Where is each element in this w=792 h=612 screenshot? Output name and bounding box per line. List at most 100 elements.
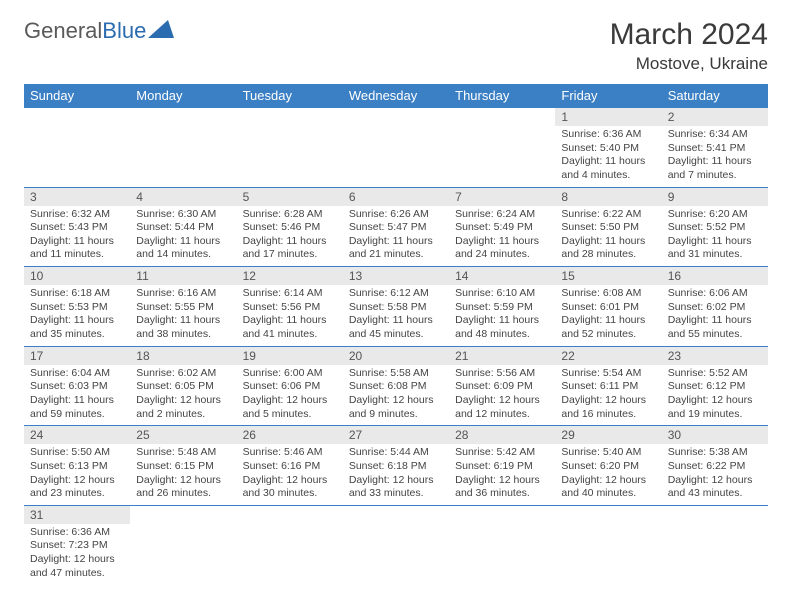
location: Mostove, Ukraine [610,54,768,74]
day-number: 26 [237,426,343,444]
calendar-cell: 15Sunrise: 6:08 AMSunset: 6:01 PMDayligh… [555,267,661,347]
day-number: 31 [24,506,130,524]
day-details: Sunrise: 5:52 AMSunset: 6:12 PMDaylight:… [662,365,768,426]
calendar-cell [24,108,130,188]
calendar-row: 24Sunrise: 5:50 AMSunset: 6:13 PMDayligh… [24,426,768,506]
calendar-cell: 31Sunrise: 6:36 AMSunset: 7:23 PMDayligh… [24,505,130,584]
calendar-cell: 29Sunrise: 5:40 AMSunset: 6:20 PMDayligh… [555,426,661,506]
day-number: 16 [662,267,768,285]
calendar-row: 1Sunrise: 6:36 AMSunset: 5:40 PMDaylight… [24,108,768,188]
day-number: 10 [24,267,130,285]
day-details: Sunrise: 6:26 AMSunset: 5:47 PMDaylight:… [343,206,449,267]
day-number: 30 [662,426,768,444]
day-number: 14 [449,267,555,285]
day-details: Sunrise: 5:42 AMSunset: 6:19 PMDaylight:… [449,444,555,505]
day-details: Sunrise: 6:02 AMSunset: 6:05 PMDaylight:… [130,365,236,426]
day-number: 18 [130,347,236,365]
calendar-cell: 20Sunrise: 5:58 AMSunset: 6:08 PMDayligh… [343,346,449,426]
calendar-cell: 19Sunrise: 6:00 AMSunset: 6:06 PMDayligh… [237,346,343,426]
calendar-cell: 30Sunrise: 5:38 AMSunset: 6:22 PMDayligh… [662,426,768,506]
calendar-cell: 14Sunrise: 6:10 AMSunset: 5:59 PMDayligh… [449,267,555,347]
day-details: Sunrise: 6:36 AMSunset: 7:23 PMDaylight:… [24,524,130,585]
month-title: March 2024 [610,18,768,52]
day-number: 24 [24,426,130,444]
day-details: Sunrise: 5:56 AMSunset: 6:09 PMDaylight:… [449,365,555,426]
day-header: Saturday [662,84,768,108]
calendar-cell: 18Sunrise: 6:02 AMSunset: 6:05 PMDayligh… [130,346,236,426]
calendar-cell [343,108,449,188]
day-number: 9 [662,188,768,206]
day-number: 29 [555,426,661,444]
day-number: 8 [555,188,661,206]
calendar-cell: 6Sunrise: 6:26 AMSunset: 5:47 PMDaylight… [343,187,449,267]
calendar-cell [449,108,555,188]
calendar-cell [130,505,236,584]
logo-text-2: Blue [102,18,146,44]
day-details: Sunrise: 5:44 AMSunset: 6:18 PMDaylight:… [343,444,449,505]
day-header-row: Sunday Monday Tuesday Wednesday Thursday… [24,84,768,108]
day-details: Sunrise: 6:30 AMSunset: 5:44 PMDaylight:… [130,206,236,267]
day-number: 7 [449,188,555,206]
logo-text-1: General [24,18,102,44]
day-header: Friday [555,84,661,108]
calendar-row: 10Sunrise: 6:18 AMSunset: 5:53 PMDayligh… [24,267,768,347]
day-details: Sunrise: 5:40 AMSunset: 6:20 PMDaylight:… [555,444,661,505]
day-details: Sunrise: 6:14 AMSunset: 5:56 PMDaylight:… [237,285,343,346]
calendar-cell: 10Sunrise: 6:18 AMSunset: 5:53 PMDayligh… [24,267,130,347]
day-details: Sunrise: 6:22 AMSunset: 5:50 PMDaylight:… [555,206,661,267]
day-details: Sunrise: 6:20 AMSunset: 5:52 PMDaylight:… [662,206,768,267]
day-details: Sunrise: 6:12 AMSunset: 5:58 PMDaylight:… [343,285,449,346]
day-number: 6 [343,188,449,206]
day-details: Sunrise: 5:50 AMSunset: 6:13 PMDaylight:… [24,444,130,505]
day-number: 21 [449,347,555,365]
calendar-cell: 8Sunrise: 6:22 AMSunset: 5:50 PMDaylight… [555,187,661,267]
day-details: Sunrise: 6:10 AMSunset: 5:59 PMDaylight:… [449,285,555,346]
calendar-cell [555,505,661,584]
calendar-cell: 17Sunrise: 6:04 AMSunset: 6:03 PMDayligh… [24,346,130,426]
calendar-cell: 24Sunrise: 5:50 AMSunset: 6:13 PMDayligh… [24,426,130,506]
day-number: 28 [449,426,555,444]
calendar-cell: 13Sunrise: 6:12 AMSunset: 5:58 PMDayligh… [343,267,449,347]
calendar-cell: 9Sunrise: 6:20 AMSunset: 5:52 PMDaylight… [662,187,768,267]
calendar-cell: 11Sunrise: 6:16 AMSunset: 5:55 PMDayligh… [130,267,236,347]
logo: GeneralBlue [24,18,174,44]
day-details: Sunrise: 6:16 AMSunset: 5:55 PMDaylight:… [130,285,236,346]
calendar-cell: 12Sunrise: 6:14 AMSunset: 5:56 PMDayligh… [237,267,343,347]
calendar-cell: 4Sunrise: 6:30 AMSunset: 5:44 PMDaylight… [130,187,236,267]
day-number: 23 [662,347,768,365]
day-details: Sunrise: 6:06 AMSunset: 6:02 PMDaylight:… [662,285,768,346]
day-header: Monday [130,84,236,108]
day-number: 5 [237,188,343,206]
calendar-cell [662,505,768,584]
day-header: Tuesday [237,84,343,108]
calendar-cell: 1Sunrise: 6:36 AMSunset: 5:40 PMDaylight… [555,108,661,188]
header: GeneralBlue March 2024 Mostove, Ukraine [24,18,768,74]
day-number: 27 [343,426,449,444]
day-number: 4 [130,188,236,206]
calendar-cell [130,108,236,188]
day-number: 11 [130,267,236,285]
calendar-row: 31Sunrise: 6:36 AMSunset: 7:23 PMDayligh… [24,505,768,584]
day-details: Sunrise: 5:46 AMSunset: 6:16 PMDaylight:… [237,444,343,505]
day-details: Sunrise: 6:00 AMSunset: 6:06 PMDaylight:… [237,365,343,426]
day-number: 22 [555,347,661,365]
logo-triangle-icon [148,18,174,44]
calendar-cell: 25Sunrise: 5:48 AMSunset: 6:15 PMDayligh… [130,426,236,506]
day-details: Sunrise: 6:28 AMSunset: 5:46 PMDaylight:… [237,206,343,267]
day-details: Sunrise: 6:04 AMSunset: 6:03 PMDaylight:… [24,365,130,426]
calendar-cell: 28Sunrise: 5:42 AMSunset: 6:19 PMDayligh… [449,426,555,506]
day-number: 25 [130,426,236,444]
day-details: Sunrise: 6:32 AMSunset: 5:43 PMDaylight:… [24,206,130,267]
day-number: 1 [555,108,661,126]
day-number: 17 [24,347,130,365]
day-number: 3 [24,188,130,206]
calendar-cell: 3Sunrise: 6:32 AMSunset: 5:43 PMDaylight… [24,187,130,267]
day-details: Sunrise: 6:36 AMSunset: 5:40 PMDaylight:… [555,126,661,187]
day-details: Sunrise: 5:48 AMSunset: 6:15 PMDaylight:… [130,444,236,505]
calendar-cell: 5Sunrise: 6:28 AMSunset: 5:46 PMDaylight… [237,187,343,267]
calendar-cell [237,505,343,584]
calendar-cell: 23Sunrise: 5:52 AMSunset: 6:12 PMDayligh… [662,346,768,426]
day-details: Sunrise: 6:24 AMSunset: 5:49 PMDaylight:… [449,206,555,267]
day-header: Thursday [449,84,555,108]
calendar-cell [237,108,343,188]
